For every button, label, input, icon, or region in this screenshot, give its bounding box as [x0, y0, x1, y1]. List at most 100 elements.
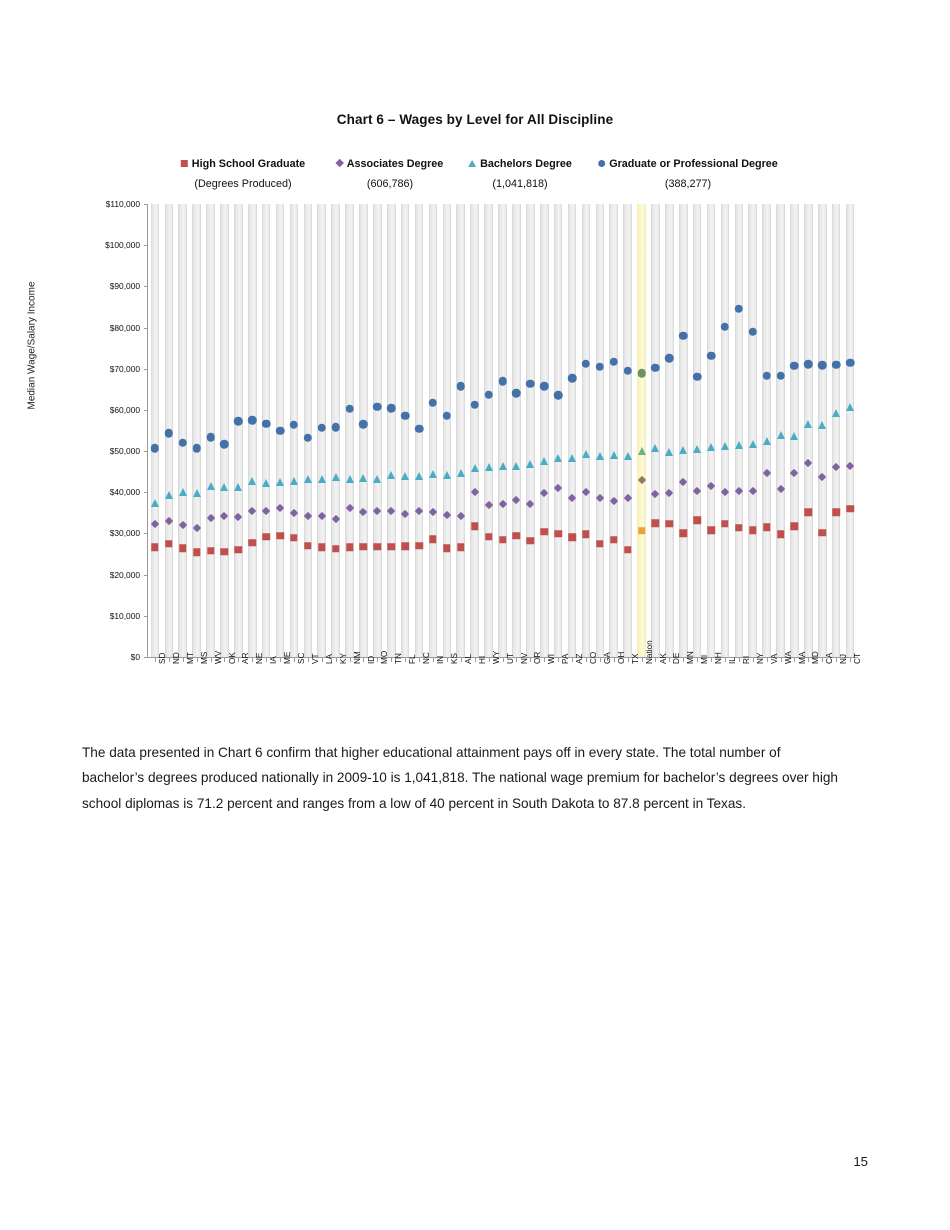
data-point-square-ga: [596, 540, 604, 548]
chart-column-or: [525, 204, 535, 657]
data-point-triangle-mi: [693, 445, 702, 454]
data-point-square-ar: [234, 546, 243, 554]
chart-column-ny: [748, 204, 758, 657]
x-axis-label-de: DE: [672, 652, 682, 664]
data-point-triangle-in: [428, 470, 437, 479]
data-point-triangle-me: [276, 478, 285, 487]
y-axis-tick-label: $50,000: [109, 446, 140, 457]
legend-item-1[interactable]: Associates Degree (606,786): [335, 158, 443, 191]
legend-item-2[interactable]: Bachelors Degree (1,041,818): [468, 158, 572, 191]
data-point-square-in: [429, 535, 437, 543]
legend-item-0[interactable]: High School Graduate (Degrees Produced): [180, 158, 305, 191]
chart-column-oh: [609, 204, 618, 657]
data-point-circle-ri: [734, 304, 744, 313]
data-point-triangle-tn: [387, 470, 396, 479]
legend-label-row: Associates Degree: [335, 158, 443, 171]
x-axis-tick-mark: [321, 658, 323, 662]
x-axis-label-mn: MN: [686, 651, 696, 664]
y-axis-tick-label: $80,000: [109, 322, 140, 333]
data-point-triangle-wv: [206, 482, 215, 491]
data-point-square-ut: [498, 535, 507, 544]
data-point-circle-ca: [817, 360, 827, 370]
data-point-square-al: [457, 543, 465, 551]
legend-series-sublabel: (606,786): [366, 178, 414, 190]
x-axis-label-wa: WA: [783, 651, 793, 664]
data-point-triangle-nm: [345, 475, 354, 484]
data-point-triangle-mt: [178, 488, 187, 497]
triangle-marker-icon: [468, 159, 477, 167]
data-point-triangle-ut: [498, 462, 507, 471]
data-point-triangle-mn: [679, 446, 688, 455]
x-axis-tick-mark: [363, 658, 365, 662]
x-axis-label-nd: ND: [171, 652, 181, 664]
chart-column-co: [581, 204, 591, 657]
data-point-square-ct: [846, 504, 854, 513]
chart-column-ms: [192, 204, 201, 657]
x-axis-label-ok: OK: [227, 652, 237, 664]
legend-series-label: Bachelors Degree: [480, 158, 572, 170]
x-axis-label-ri: RI: [741, 655, 751, 664]
data-point-triangle-nv: [512, 461, 521, 470]
data-point-square-me: [276, 532, 284, 540]
x-axis-tick-mark: [544, 658, 546, 662]
data-point-square-ks: [443, 544, 451, 553]
x-axis-tick-mark: [724, 658, 726, 662]
x-axis-label-oh: OH: [616, 651, 626, 664]
chart-column-nj: [831, 204, 841, 657]
data-point-triangle-mo: [373, 475, 382, 484]
x-axis-label-co: CO: [589, 651, 598, 664]
data-point-triangle-nc: [415, 471, 424, 480]
data-point-triangle-ak: [651, 444, 660, 453]
x-axis-label-ny: NY: [755, 652, 765, 664]
x-axis-tick-mark: [238, 658, 240, 662]
data-point-circle-mn: [678, 331, 688, 341]
data-point-square-de: [665, 520, 674, 528]
x-axis-label-mt: MT: [185, 652, 195, 664]
data-point-square-ma: [790, 522, 799, 530]
chart-column-az: [567, 204, 577, 657]
chart-column-tn: [386, 204, 396, 657]
chart-title: Chart 6 – Wages by Level for All Discipl…: [336, 112, 614, 127]
data-point-square-nj: [832, 508, 840, 517]
data-point-square-vt: [304, 542, 312, 550]
chart-column-mo: [373, 204, 382, 657]
x-axis-label-la: LA: [324, 653, 334, 664]
x-axis-tick-mark: [224, 658, 226, 662]
data-point-circle-ks: [442, 411, 452, 420]
data-point-square-tx: [623, 546, 632, 554]
chart-column-ak: [651, 204, 660, 657]
data-point-circle-mo: [373, 402, 382, 411]
x-axis-label-nm: NM: [352, 651, 362, 664]
chart-legend: High School Graduate (Degrees Produced) As…: [148, 158, 858, 198]
data-point-circle-nh: [706, 351, 716, 360]
data-point-circle-hi: [470, 400, 479, 410]
x-axis-tick-mark: [669, 658, 671, 662]
data-point-square-ia: [262, 532, 270, 541]
data-point-circle-ok: [220, 439, 229, 449]
data-point-circle-ms: [192, 443, 201, 453]
data-point-circle-az: [567, 373, 577, 383]
data-point-square-oh: [609, 535, 618, 544]
data-point-circle-sd: [150, 443, 160, 453]
data-point-circle-ma: [790, 361, 799, 371]
y-axis-line: [147, 204, 148, 658]
data-point-circle-al: [456, 381, 466, 391]
data-point-triangle-sd: [150, 498, 159, 507]
y-axis-tick-mark: [144, 245, 148, 247]
y-axis-title: Median Wage/Salary Income: [26, 281, 38, 410]
x-axis-label-nv: NV: [519, 652, 529, 664]
x-axis-tick-mark: [738, 658, 740, 662]
y-axis-tick-label: $90,000: [109, 281, 140, 292]
data-point-circle-mi: [692, 372, 702, 382]
x-axis-tick-mark: [280, 658, 282, 662]
data-point-square-ms: [192, 548, 201, 557]
data-point-triangle-ky: [331, 473, 340, 482]
data-point-square-nc: [415, 542, 423, 550]
y-axis-tick-label: $70,000: [109, 363, 140, 374]
data-point-triangle-ca: [818, 420, 827, 429]
y-axis-tick-label: $100,000: [105, 240, 140, 251]
x-axis-label-me: ME: [283, 651, 293, 664]
data-point-circle-tx: [623, 366, 632, 376]
data-point-circle-wv: [206, 432, 215, 442]
legend-item-3[interactable]: Graduate or Professional Degree (388,277): [598, 158, 778, 191]
